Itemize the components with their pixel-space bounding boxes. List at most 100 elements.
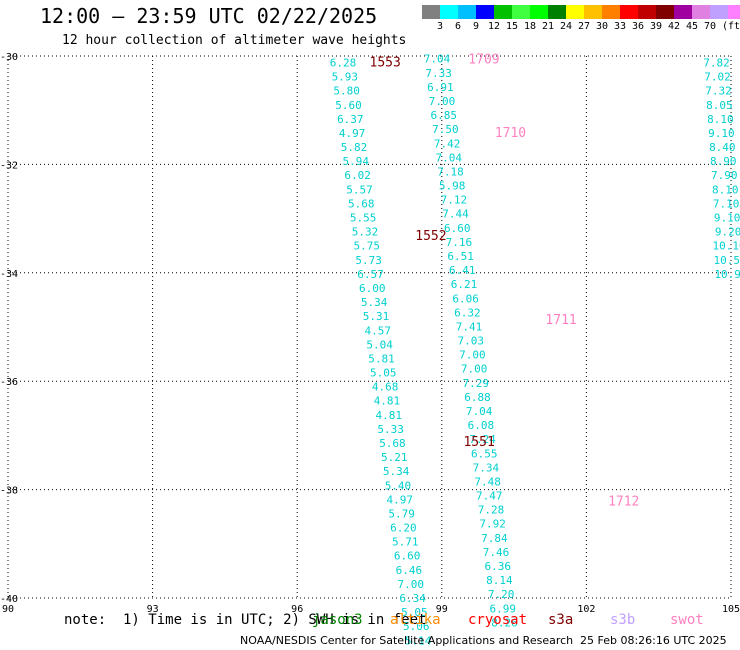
mission-label-jason3: jason3 — [312, 612, 363, 628]
colorbar-tick-label: 12 — [487, 21, 501, 32]
x-tick-label: 90 — [2, 604, 14, 615]
wave-height-point: 9.20 — [715, 226, 740, 239]
mission-label-s3b: s3b — [610, 612, 636, 628]
grid — [7, 55, 732, 599]
wave-height-point: 6.85 — [430, 109, 457, 122]
wave-height-point: 7.34 — [473, 461, 500, 474]
colorbar-swatch — [638, 5, 656, 19]
wave-height-point: 7.48 — [474, 475, 501, 488]
wave-height-point: 8.14 — [486, 574, 513, 587]
wave-height-point: 5.31 — [363, 310, 390, 323]
wave-height-point: 7.04 — [436, 151, 463, 164]
wave-height-point: 5.93 — [332, 71, 359, 84]
colorbar — [422, 5, 740, 19]
colorbar-swatch — [566, 5, 584, 19]
wave-height-point: 5.94 — [343, 155, 370, 168]
wave-height-point: 5.68 — [348, 197, 375, 210]
wave-height-point: 8.26 — [491, 616, 518, 629]
colorbar-swatch — [440, 5, 458, 19]
colorbar-swatch — [494, 5, 512, 19]
wave-height-point: 5.21 — [381, 451, 408, 464]
wave-height-point: 7.04 — [466, 405, 493, 418]
wave-height-point: 5.73 — [355, 254, 382, 267]
wave-height-point: 6.51 — [447, 250, 474, 263]
track-label: 1712 — [608, 494, 639, 509]
wave-height-point: 7.16 — [446, 236, 473, 249]
wave-height-point: 5.68 — [379, 437, 406, 450]
wave-height-point: 7.18 — [437, 165, 464, 178]
wave-height-point: 7.41 — [456, 320, 483, 333]
wave-height-point: 5.57 — [346, 183, 373, 196]
wave-height-point: 6.60 — [444, 222, 471, 235]
wave-height-point: 5.71 — [392, 536, 419, 549]
colorbar-swatch — [476, 5, 494, 19]
wave-height-point: 7.00 — [398, 578, 425, 591]
wave-height-point: 5.32 — [352, 226, 379, 239]
colorbar-swatch — [422, 5, 440, 19]
colorbar-swatch — [512, 5, 530, 19]
wave-height-point: 7.44 — [442, 208, 469, 221]
wave-height-point: 5.05 — [370, 367, 397, 380]
wave-height-point: 7.42 — [434, 137, 461, 150]
wave-height-point: 8.10 — [712, 183, 739, 196]
wave-height-point: 5.40 — [385, 479, 412, 492]
data-points: 6.285.935.805.606.374.975.825.946.025.57… — [330, 53, 740, 650]
colorbar-tick-label: 39 — [649, 21, 663, 32]
wave-height-point: 6.88 — [464, 391, 491, 404]
colorbar-swatch — [530, 5, 548, 19]
wave-height-point: 7.33 — [425, 67, 452, 80]
colorbar-tick-label: 21 — [541, 21, 555, 32]
mission-label-s3a: s3a — [548, 612, 574, 628]
mission-label-cryosat: cryosat — [468, 612, 528, 628]
wave-height-point: 5.80 — [333, 85, 360, 98]
wave-height-point: 9.10 — [708, 127, 735, 140]
wave-height-point: 6.20 — [390, 522, 417, 535]
wave-height-point: 7.00 — [429, 95, 456, 108]
y-tick-label: -32 — [0, 160, 18, 171]
colorbar-swatch — [656, 5, 674, 19]
wave-height-point: 6.91 — [427, 81, 454, 94]
wave-height-point: 7.50 — [432, 123, 459, 136]
colorbar-swatch — [458, 5, 476, 19]
wave-height-point: 6.21 — [451, 278, 478, 291]
colorbar-swatch — [584, 5, 602, 19]
wave-height-point: 7.00 — [459, 349, 486, 362]
wave-height-point: 4.81 — [374, 395, 401, 408]
colorbar-tick-label: 27 — [577, 21, 591, 32]
colorbar-tick-label: 30 — [595, 21, 609, 32]
wave-height-point: 8.40 — [709, 141, 736, 154]
colorbar-tick-label: 3 — [436, 21, 444, 32]
wave-height-point: 5.14 — [405, 634, 432, 647]
colorbar-tick-label: 9 — [472, 21, 480, 32]
wave-height-point: 5.06 — [403, 620, 430, 633]
wave-height-point: 6.57 — [357, 268, 384, 281]
wave-height-point: 6.06 — [452, 292, 479, 305]
wave-height-point: 5.98 — [439, 180, 466, 193]
wave-height-point: 7.82 — [703, 57, 730, 70]
colorbar-tick-label: 15 — [505, 21, 519, 32]
wave-height-point: 6.36 — [484, 560, 511, 573]
wave-height-point: 5.82 — [341, 141, 368, 154]
timestamp-text: 25 Feb 08:26:16 UTC 2025 — [580, 634, 727, 647]
wave-height-point: 4.97 — [387, 493, 414, 506]
mission-label-swot: swot — [670, 612, 704, 628]
colorbar-tick-label: 45 — [685, 21, 699, 32]
axes: 90 93 96 99 102 105 -30 -32 -34 -36 -38 -40 — [0, 52, 740, 615]
track-label: 1711 — [545, 313, 576, 328]
colorbar-swatch — [710, 5, 728, 19]
wave-height-point: 7.00 — [461, 363, 488, 376]
wave-height-point: 7.46 — [483, 546, 510, 559]
wave-height-point: 6.46 — [396, 564, 423, 577]
wave-height-point: 5.60 — [335, 99, 362, 112]
wave-height-point: 7.84 — [481, 532, 508, 545]
chart-title: 12:00 – 23:59 UTC 02/22/2025 — [40, 4, 378, 28]
wave-height-point: 5.75 — [354, 240, 381, 253]
wave-height-point: 10.50 — [713, 254, 740, 267]
chart-subtitle: 12 hour collection of altimeter wave hei… — [62, 33, 407, 48]
footer-note: note: 1) Time is in UTC; 2) SWH is in fe… — [64, 612, 427, 628]
wave-height-point: 4.97 — [339, 127, 366, 140]
wave-height-point: 8.05 — [706, 99, 733, 112]
wave-height-point: 7.32 — [705, 85, 732, 98]
x-tick-label: 102 — [577, 604, 595, 615]
